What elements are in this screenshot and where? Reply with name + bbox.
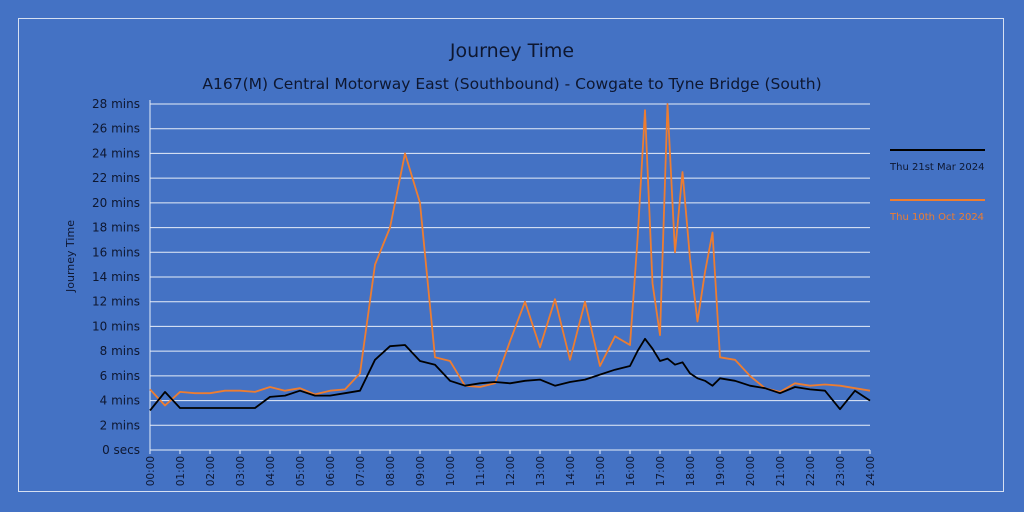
y-tick-label: 10 mins [92, 319, 140, 333]
chart-frame [18, 18, 1004, 492]
y-tick-label: 16 mins [92, 245, 140, 259]
x-tick-label: 15:00 [595, 456, 607, 486]
legend-label: Thu 10th Oct 2024 [889, 212, 984, 223]
y-tick-label: 28 mins [92, 97, 140, 111]
y-axis-label: Journey Time [64, 220, 77, 293]
y-tick-label: 0 secs [102, 443, 140, 457]
x-tick-label: 13:00 [535, 456, 547, 486]
chart-title: Journey Time [449, 40, 575, 62]
x-tick-label: 01:00 [175, 456, 187, 486]
y-tick-label: 4 mins [100, 394, 140, 408]
x-tick-label: 16:00 [625, 456, 637, 486]
y-tick-label: 24 mins [92, 146, 140, 160]
series-line [149, 103, 871, 407]
y-tick-label: 12 mins [92, 295, 140, 309]
y-tick-label: 22 mins [92, 171, 140, 185]
y-tick-label: 14 mins [92, 270, 140, 284]
chart-subtitle: A167(M) Central Motorway East (Southboun… [202, 75, 822, 93]
x-tick-label: 02:00 [205, 456, 217, 486]
legend-label: Thu 21st Mar 2024 [889, 162, 985, 173]
x-tick-label: 19:00 [715, 456, 727, 486]
x-tick-label: 18:00 [685, 456, 697, 486]
x-tick-label: 12:00 [505, 456, 517, 486]
x-tick-label: 22:00 [805, 456, 817, 486]
x-tick-label: 05:00 [295, 456, 307, 486]
y-tick-label: 2 mins [100, 418, 140, 432]
x-tick-label: 24:00 [865, 456, 877, 486]
x-tick-label: 21:00 [775, 456, 787, 486]
x-tick-label: 10:00 [445, 456, 457, 486]
x-tick-label: 00:00 [145, 456, 157, 486]
y-tick-label: 8 mins [100, 344, 140, 358]
x-tick-label: 08:00 [385, 456, 397, 486]
y-tick-label: 26 mins [92, 122, 140, 136]
y-tick-label: 6 mins [100, 369, 140, 383]
x-tick-label: 04:00 [265, 456, 277, 486]
series-line [149, 337, 871, 412]
x-tick-label: 17:00 [655, 456, 667, 486]
x-tick-label: 11:00 [475, 456, 487, 486]
x-tick-label: 07:00 [355, 456, 367, 486]
y-tick-label: 18 mins [92, 221, 140, 235]
x-tick-label: 20:00 [745, 456, 757, 486]
x-tick-label: 09:00 [415, 456, 427, 486]
x-tick-label: 06:00 [325, 456, 337, 486]
x-tick-label: 23:00 [835, 456, 847, 486]
x-tick-label: 03:00 [235, 456, 247, 486]
y-tick-label: 20 mins [92, 196, 140, 210]
x-tick-label: 14:00 [565, 456, 577, 486]
